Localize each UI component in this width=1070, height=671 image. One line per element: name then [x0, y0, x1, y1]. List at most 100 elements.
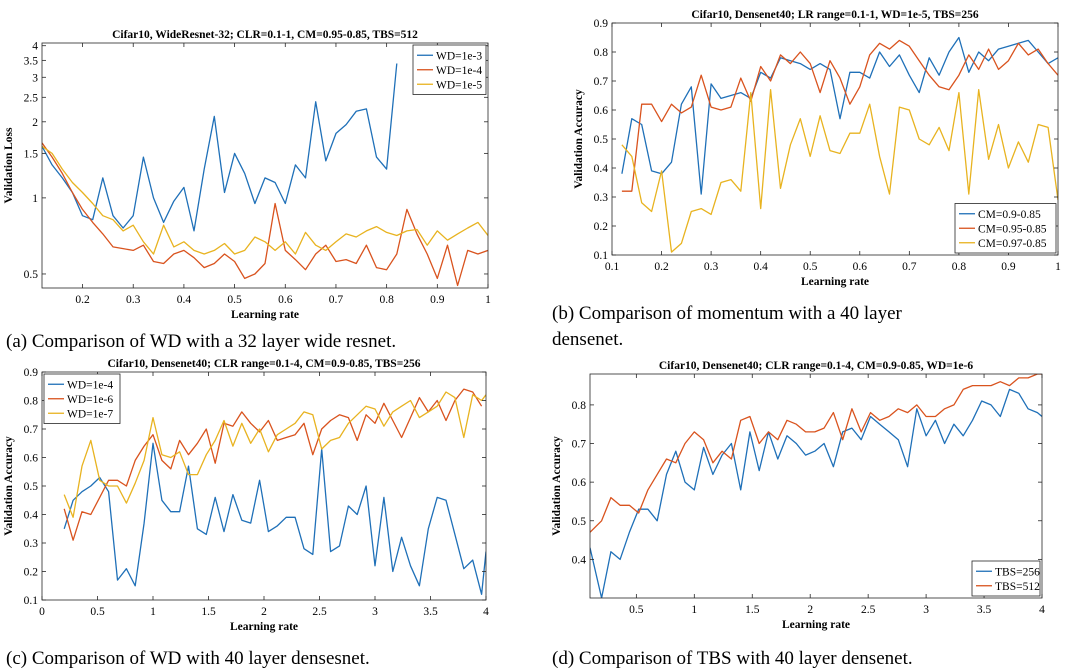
x-tick-label: 1	[1055, 261, 1061, 273]
y-tick-label: 2	[32, 117, 38, 129]
x-tick-label: 1.5	[201, 606, 216, 618]
y-tick-label: 0.5	[594, 134, 609, 146]
y-tick-label: 1	[32, 193, 38, 205]
series-line-d-2	[590, 374, 1042, 533]
x-tick-label: 0.4	[177, 294, 192, 306]
y-tick-label: 0.4	[24, 510, 39, 522]
y-tick-label: 0.2	[24, 567, 39, 579]
legend-b: CM=0.9-0.85 CM=0.95-0.85 CM=0.97-0.85	[954, 203, 1057, 254]
x-tick-label: 0.8	[952, 261, 967, 273]
caption-c: (c) Comparison of WD with 40 layer dense…	[6, 648, 370, 669]
x-tick-label: 0.5	[629, 604, 644, 616]
y-tick-label: 0.3	[24, 538, 39, 550]
y-tick-label: 0.7	[594, 76, 609, 88]
y-axis-label-c: Validation Accuracy	[3, 436, 15, 536]
x-tick-label: 0.9	[430, 294, 445, 306]
y-tick-label: 0.5	[24, 269, 39, 281]
y-tick-label: 0.4	[594, 163, 609, 175]
legend-label: CM=0.95-0.85	[978, 223, 1047, 235]
x-tick-label: 0.3	[704, 261, 719, 273]
y-tick-label: 0.7	[572, 439, 587, 451]
chart-d: 0.5 1 1.5 2 2.5 3 3.5 4 0.4 0.5 0.6 0.7 0.8 Cifar10, …	[551, 360, 1045, 631]
legend-label: WD=1e-5	[436, 79, 482, 91]
x-tick-label: 0.8	[379, 294, 394, 306]
legend-label: WD=1e-6	[67, 394, 113, 406]
x-tick-label: 2.5	[312, 606, 327, 618]
y-tick-label: 0.5	[572, 516, 587, 528]
x-tick-label: 2	[261, 606, 267, 618]
legend-a: WD=1e-3 WD=1e-4 WD=1e-5	[412, 44, 487, 95]
y-tick-label: 1.5	[24, 148, 39, 160]
legend-label: CM=0.97-0.85	[978, 238, 1047, 250]
legend-label: WD=1e-3	[436, 50, 482, 62]
y-tick-label: 0.6	[24, 453, 39, 465]
caption-a: (a) Comparison of WD with a 32 layer wid…	[6, 331, 397, 352]
legend-label: WD=1e-7	[67, 408, 113, 420]
legend-label: WD=1e-4	[67, 379, 113, 391]
legend-label: WD=1e-4	[436, 65, 482, 77]
series-line-c-2	[63, 388, 483, 541]
x-tick-label: 0.2	[654, 261, 669, 273]
x-axis-label-b: Learning rate	[801, 276, 869, 288]
x-axis-label-a: Learning rate	[231, 309, 299, 321]
x-axis-label-c: Learning rate	[230, 621, 298, 633]
x-tick-label: 2	[807, 604, 813, 616]
x-tick-label: 0.4	[753, 261, 768, 273]
x-tick-label: 0.1	[605, 261, 620, 273]
y-tick-label: 0.1	[594, 250, 609, 262]
x-tick-label: 4	[1039, 604, 1045, 616]
series-line-a-2	[42, 142, 488, 287]
x-tick-label: 3.5	[423, 606, 438, 618]
y-axis-label-d: Validation Accuracy	[551, 436, 563, 536]
x-tick-label: 0.5	[90, 606, 105, 618]
x-tick-label: 3.5	[977, 604, 992, 616]
chart-title-b: Cifar10, Densenet40; LR range=0.1-1, WD=…	[691, 9, 978, 21]
y-tick-label: 0.8	[572, 400, 587, 412]
y-tick-label: 0.4	[572, 554, 587, 566]
y-axis-label-a: Validation Loss	[3, 127, 15, 203]
legend-d: TBS=256 TBS=512	[971, 560, 1041, 597]
series-line-a-1	[42, 63, 398, 232]
y-axis-label-b: Validation Accuracy	[573, 89, 585, 189]
y-tick-label: 2.5	[24, 92, 39, 104]
x-tick-label: 1	[150, 606, 156, 618]
chart-a: 0.2 0.3 0.4 0.5 0.6 0.7 0.8 0.9 1 0.5 1 1.5 2 2.5 3 3.5…	[3, 29, 491, 321]
series-line-b-1	[621, 36, 1058, 195]
series-line-b-3	[621, 89, 1058, 253]
y-tick-label: 0.2	[594, 221, 609, 233]
y-tick-label: 0.1	[24, 595, 39, 607]
legend-label: TBS=256	[995, 566, 1040, 578]
series-line-c-3	[63, 391, 486, 518]
y-tick-label: 0.6	[594, 105, 609, 117]
x-tick-label: 1	[691, 604, 697, 616]
y-tick-label: 0.9	[594, 18, 609, 30]
series-line-a-3	[42, 145, 488, 255]
chart-title-d: Cifar10, Densenet40; CLR range=0.1-4, CM…	[659, 360, 973, 372]
x-tick-label: 0.5	[227, 294, 242, 306]
x-tick-label: 2.5	[861, 604, 876, 616]
legend-c: WD=1e-4 WD=1e-6 WD=1e-7	[43, 373, 121, 424]
y-tick-label: 0.3	[594, 192, 609, 204]
x-tick-label: 0	[39, 606, 45, 618]
series-line-b-2	[621, 39, 1058, 192]
chart-b: 0.1 0.2 0.3 0.4 0.5 0.6 0.7 0.8 0.9 1 0.1 0.2 0.3 0.4…	[573, 9, 1061, 288]
x-tick-label: 1	[485, 294, 491, 306]
y-tick-label: 0.5	[24, 481, 39, 493]
y-tick-label: 3.5	[24, 55, 39, 67]
y-tick-label: 0.8	[594, 47, 609, 59]
legend-label: TBS=512	[995, 581, 1040, 593]
caption-b-line1: (b) Comparison of momentum with a 40 lay…	[552, 303, 902, 324]
plot-frame-d	[589, 373, 1043, 599]
chart-title-c: Cifar10, Densenet40; CLR range=0.1-4, CM…	[108, 358, 421, 370]
x-tick-label: 0.3	[126, 294, 141, 306]
chart-c: 0 0.5 1 1.5 2 2.5 3 3.5 4 0.1 0.2 0.3 0.4 0.5 0.6 0.7 0.…	[3, 358, 489, 633]
x-axis-label-d: Learning rate	[782, 619, 850, 631]
x-tick-label: 0.7	[902, 261, 917, 273]
x-tick-label: 0.6	[853, 261, 868, 273]
x-tick-label: 0.5	[803, 261, 818, 273]
series-line-c-1	[63, 442, 486, 595]
y-tick-label: 0.8	[24, 396, 39, 408]
plot-frame-a	[41, 42, 489, 289]
y-tick-label: 0.7	[24, 424, 39, 436]
chart-title-a: Cifar10, WideResnet-32; CLR=0.1-1, CM=0.…	[112, 29, 418, 41]
